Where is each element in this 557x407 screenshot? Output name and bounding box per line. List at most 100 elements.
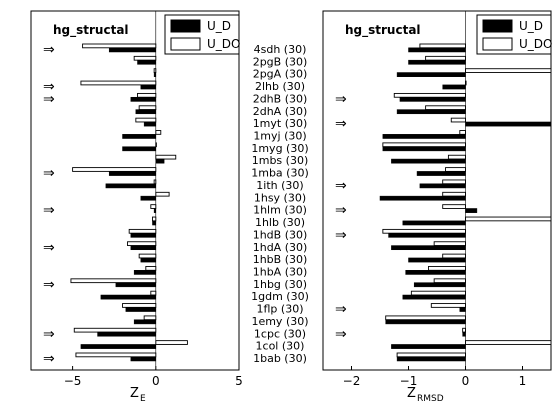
bar-ud: [97, 331, 157, 337]
x-tick-label: 5: [235, 374, 243, 388]
legend-swatch-ud: [482, 19, 513, 33]
bar-ud: [133, 319, 157, 325]
bar-udo: [155, 130, 162, 135]
arrow-marker: ⇒: [43, 326, 55, 342]
x-tick-label: −2: [343, 374, 361, 388]
category-label: 1emy (30): [251, 315, 308, 328]
bar-ud: [152, 220, 157, 226]
arrow-marker: ⇒: [43, 203, 55, 219]
x-axis-label: Z: [407, 386, 416, 401]
category-label: 1mbs (30): [252, 154, 309, 167]
plot-frame: [322, 10, 552, 371]
bar-ud: [465, 208, 478, 213]
bar-udo: [450, 117, 466, 123]
legend-label-ud: U_D: [519, 19, 543, 33]
arrow-marker: ⇒: [335, 227, 347, 243]
bar-udo: [72, 167, 157, 172]
bar-udo: [442, 191, 466, 197]
bar-udo: [133, 55, 157, 61]
arrow-marker: ⇒: [335, 302, 347, 318]
bar-udo: [75, 352, 157, 358]
bar-udo: [419, 43, 466, 49]
bar-ud: [140, 195, 157, 201]
bar-ud: [419, 183, 466, 189]
category-label: 2dhB (30): [253, 92, 308, 105]
bar-udo: [122, 303, 157, 308]
category-label: 2dhA (30): [253, 105, 308, 118]
arrow-marker: ⇒: [43, 91, 55, 107]
bar-ud: [382, 146, 466, 152]
bar-ud: [130, 232, 157, 238]
x-tick-label: 1: [519, 374, 527, 388]
bar-ud: [108, 171, 157, 176]
bar-ud: [408, 47, 466, 53]
arrow-marker: ⇒: [335, 203, 347, 219]
bar-ud: [391, 158, 466, 164]
bar-udo: [425, 105, 466, 111]
bar-ud: [130, 356, 157, 362]
bar-ud: [391, 245, 466, 251]
chart-panel-z-rmsd: ⇒ ⇒ ⇒ ⇒ ⇒ ⇒ ⇒ −2 −1 0 1 hg_structal Z RMSD U_D U_DO: [322, 10, 552, 404]
bar-ud: [391, 344, 466, 349]
bar-udo: [128, 228, 157, 234]
bar-udo: [155, 154, 177, 160]
legend-swatch-udo: [482, 37, 513, 51]
bar-udo: [155, 191, 170, 197]
arrow-marker: ⇒: [43, 277, 55, 293]
category-label: 1col (30): [256, 340, 305, 353]
bar-udo: [442, 179, 466, 185]
category-label: 1hsy (30): [254, 191, 306, 204]
category-label: 1hbB (30): [253, 253, 308, 266]
bar-udo: [410, 290, 466, 296]
bar-udo: [82, 43, 157, 49]
bar-udo: [425, 55, 466, 61]
bar-ud: [105, 183, 157, 189]
bar-ud: [465, 121, 552, 127]
bar-ud: [399, 96, 466, 102]
chart-title: hg_structal: [53, 23, 129, 38]
bar-udo: [465, 68, 552, 73]
bar-ud: [379, 195, 466, 201]
category-label: 1hbA (30): [253, 265, 308, 278]
category-label: 1cpc (30): [254, 327, 306, 340]
arrow-marker: ⇒: [43, 166, 55, 182]
bar-ud: [122, 134, 157, 139]
bar-ud: [442, 84, 466, 90]
bar-ud: [462, 331, 466, 337]
bar-udo: [465, 216, 552, 222]
bar-udo: [138, 253, 157, 259]
x-axis-label: Z: [130, 386, 139, 401]
bar-ud: [402, 294, 466, 300]
chart-title: hg_structal: [345, 23, 421, 38]
bar-udo: [465, 340, 552, 345]
arrow-marker: ⇒: [43, 79, 55, 95]
bar-udo: [80, 80, 157, 86]
category-label: 1gdm (30): [251, 290, 309, 303]
x-axis-label-sub: RMSD: [417, 394, 444, 404]
arrow-marker: ⇒: [335, 178, 347, 194]
legend-label-udo: U_DO: [519, 37, 552, 51]
bar-ud: [385, 319, 466, 325]
arrow-marker: ⇒: [335, 116, 347, 132]
arrow-marker: ⇒: [43, 240, 55, 256]
bar-udo: [433, 278, 466, 284]
chart-panel-z-e: ⇒ 4sdh (30)2pgB (30)2pgA (30) ⇒ 2lhb (30) ⇒ 2…: [30, 10, 309, 404]
bar-udo: [143, 315, 157, 321]
bar-ud: [140, 257, 157, 263]
x-tick-label: −1: [400, 374, 418, 388]
legend-swatch-udo: [170, 37, 201, 51]
bar-udo: [150, 204, 157, 209]
category-label: 1hdB (30): [253, 228, 308, 241]
bar-udo: [442, 204, 466, 209]
arrow-marker: ⇒: [43, 351, 55, 367]
bar-udo: [138, 105, 157, 111]
bar-udo: [150, 290, 157, 296]
bar-ud: [143, 121, 157, 127]
bar-ud: [382, 134, 466, 139]
legend-label-ud: U_D: [207, 19, 231, 33]
bar-ud: [133, 270, 157, 275]
arrow-marker: ⇒: [335, 91, 347, 107]
bar-udo: [442, 253, 466, 259]
category-label: 1myg (30): [251, 142, 308, 155]
